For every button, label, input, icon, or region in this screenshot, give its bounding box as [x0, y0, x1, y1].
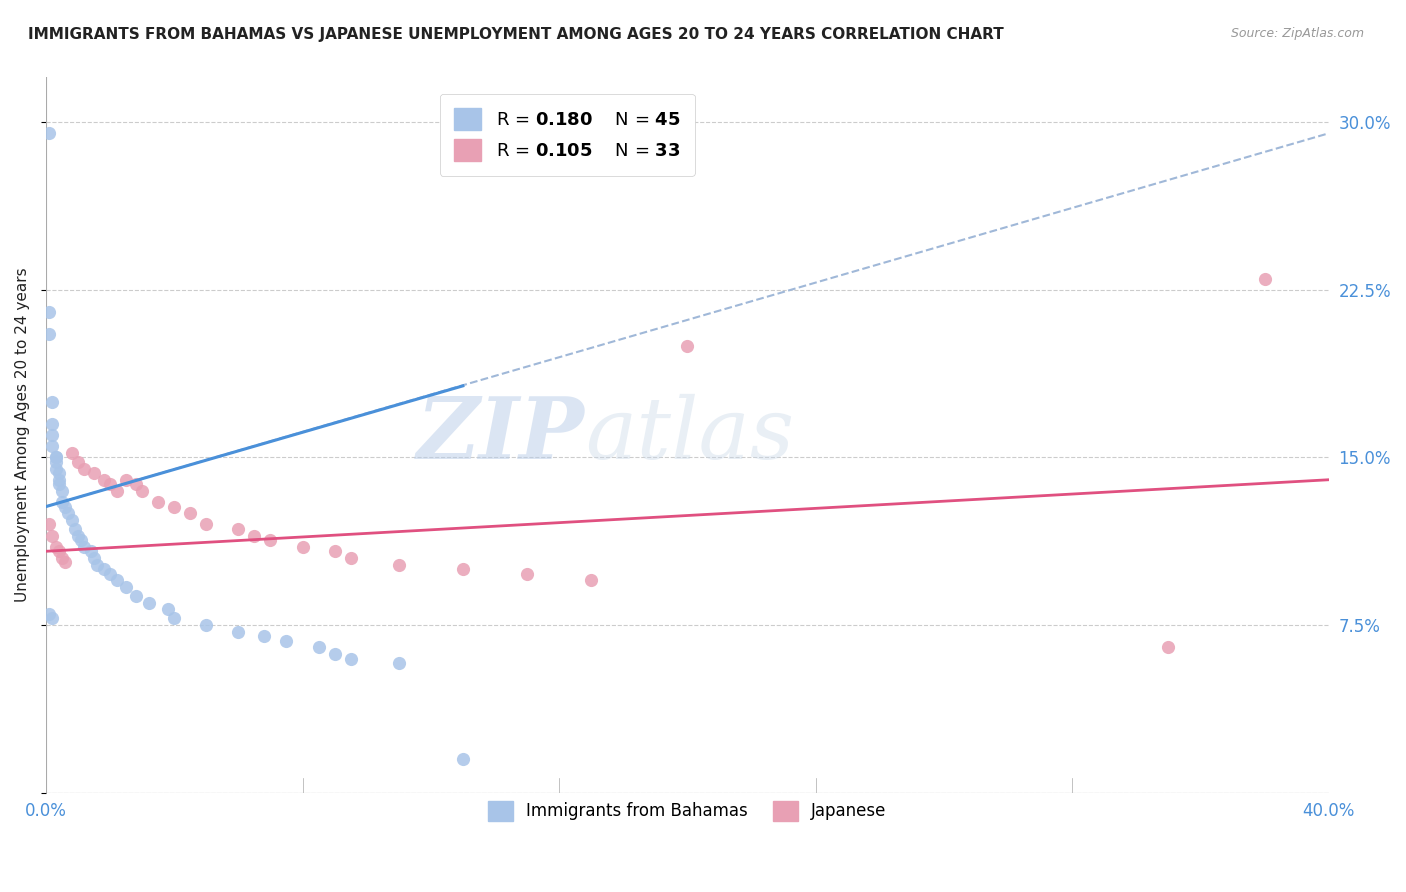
Point — [179, 506, 201, 520]
Point — [125, 477, 148, 491]
Point — [80, 544, 103, 558]
Point — [67, 528, 90, 542]
Text: atlas: atlas — [585, 393, 794, 476]
Point — [163, 611, 186, 625]
Point — [48, 544, 70, 558]
Point — [388, 656, 411, 670]
Point — [148, 495, 170, 509]
Point — [388, 558, 411, 572]
Point — [53, 556, 76, 570]
Point — [45, 450, 67, 465]
Point — [41, 528, 63, 542]
Point — [323, 544, 346, 558]
Point — [676, 338, 699, 352]
Point — [451, 562, 474, 576]
Point — [63, 522, 86, 536]
Point — [38, 126, 60, 140]
Point — [73, 461, 96, 475]
Point — [115, 473, 138, 487]
Point — [308, 640, 330, 655]
Point — [48, 466, 70, 480]
Point — [1253, 271, 1275, 285]
Point — [105, 483, 128, 498]
Point — [579, 574, 602, 588]
Point — [228, 522, 250, 536]
Point — [138, 596, 160, 610]
Point — [51, 495, 73, 509]
Point — [41, 439, 63, 453]
Point — [98, 477, 121, 491]
Point — [41, 417, 63, 431]
Text: ZIP: ZIP — [416, 393, 585, 477]
Text: IMMIGRANTS FROM BAHAMAS VS JAPANESE UNEMPLOYMENT AMONG AGES 20 TO 24 YEARS CORRE: IMMIGRANTS FROM BAHAMAS VS JAPANESE UNEM… — [28, 27, 1004, 42]
Point — [45, 540, 67, 554]
Point — [243, 528, 266, 542]
Point — [83, 551, 105, 566]
Point — [131, 483, 153, 498]
Point — [276, 633, 298, 648]
Point — [228, 624, 250, 639]
Point — [38, 327, 60, 342]
Point — [38, 305, 60, 319]
Point — [1157, 640, 1180, 655]
Point — [60, 513, 83, 527]
Point — [45, 450, 67, 465]
Point — [516, 566, 538, 581]
Text: Source: ZipAtlas.com: Source: ZipAtlas.com — [1230, 27, 1364, 40]
Point — [60, 446, 83, 460]
Point — [86, 558, 108, 572]
Point — [115, 580, 138, 594]
Point — [83, 466, 105, 480]
Point — [58, 506, 80, 520]
Point — [45, 461, 67, 475]
Point — [195, 618, 218, 632]
Point — [451, 752, 474, 766]
Point — [323, 647, 346, 661]
Y-axis label: Unemployment Among Ages 20 to 24 years: Unemployment Among Ages 20 to 24 years — [15, 268, 30, 602]
Point — [98, 566, 121, 581]
Point — [93, 562, 115, 576]
Point — [339, 651, 361, 665]
Point — [53, 500, 76, 514]
Point — [125, 589, 148, 603]
Point — [156, 602, 179, 616]
Point — [339, 551, 361, 566]
Point — [291, 540, 314, 554]
Point — [67, 455, 90, 469]
Point — [163, 500, 186, 514]
Point — [48, 477, 70, 491]
Point — [51, 483, 73, 498]
Point — [253, 629, 276, 643]
Point — [41, 394, 63, 409]
Point — [259, 533, 281, 547]
Point — [73, 540, 96, 554]
Point — [41, 611, 63, 625]
Point — [51, 551, 73, 566]
Point — [195, 517, 218, 532]
Point — [38, 517, 60, 532]
Point — [41, 428, 63, 442]
Point — [45, 455, 67, 469]
Point — [38, 607, 60, 621]
Point — [48, 473, 70, 487]
Point — [93, 473, 115, 487]
Legend: Immigrants from Bahamas, Japanese: Immigrants from Bahamas, Japanese — [475, 788, 900, 834]
Point — [105, 574, 128, 588]
Point — [70, 533, 93, 547]
